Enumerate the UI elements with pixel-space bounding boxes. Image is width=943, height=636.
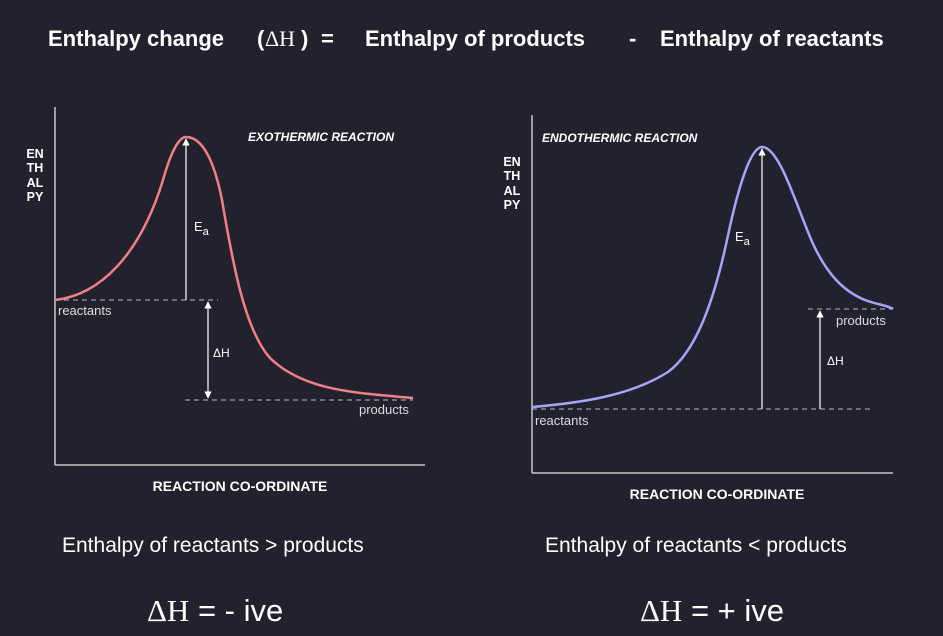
- exothermic-x-axis-label: REACTION CO-ORDINATE: [153, 478, 328, 494]
- endothermic-diagram: ENDOTHERMIC REACTION Ea ΔH reactants pro…: [531, 115, 894, 502]
- exothermic-caption: Enthalpy of reactants > products: [62, 534, 364, 557]
- exothermic-products-label: products: [359, 402, 409, 417]
- headline-delta-symbol: ΔH: [265, 26, 296, 51]
- exothermic-energy-curve: [54, 135, 414, 400]
- exothermic-delta-label: ΔH: [213, 346, 230, 360]
- exothermic-activation-label: Ea: [194, 219, 210, 238]
- exothermic-reactants-label: reactants: [58, 303, 112, 318]
- headline-term: Enthalpy change: [48, 26, 225, 51]
- exothermic-y-axis-label: ENTHALPY: [26, 147, 44, 204]
- endothermic-sign-text: = + ive: [690, 593, 785, 628]
- endothermic-sign: ΔH = + ive: [640, 593, 784, 629]
- exothermic-title: EXOTHERMIC REACTION: [248, 130, 394, 144]
- headline-products-term: Enthalpy of products: [365, 26, 585, 51]
- endothermic-caption: Enthalpy of reactants < products: [545, 534, 847, 557]
- exothermic-sign-text: = - ive: [197, 593, 284, 628]
- endothermic-energy-curve: [531, 145, 894, 409]
- endothermic-activation-label: Ea: [735, 229, 751, 248]
- headline-paren-close: ): [301, 26, 309, 51]
- endothermic-title: ENDOTHERMIC REACTION: [542, 131, 698, 145]
- endothermic-y-axis-label: ENTHALPY: [503, 155, 521, 212]
- headline-equation: Enthalpy change ( ΔH ) = Enthalpy of pro…: [0, 26, 943, 56]
- exothermic-sign: ΔH = - ive: [147, 593, 283, 629]
- headline-equals: =: [321, 26, 334, 51]
- endothermic-delta-label: ΔH: [827, 354, 844, 368]
- endothermic-products-label: products: [836, 313, 886, 328]
- endothermic-x-axis-label: REACTION CO-ORDINATE: [630, 486, 805, 502]
- exothermic-sign-symbol: ΔH: [147, 593, 190, 628]
- endothermic-sign-symbol: ΔH: [640, 593, 683, 628]
- exothermic-diagram: EXOTHERMIC REACTION Ea ΔH reactants prod…: [54, 107, 425, 494]
- headline-minus: -: [629, 26, 637, 51]
- headline-paren-open: (: [257, 26, 265, 51]
- headline-reactants-term: Enthalpy of reactants: [660, 26, 884, 51]
- endothermic-reactants-label: reactants: [535, 413, 589, 428]
